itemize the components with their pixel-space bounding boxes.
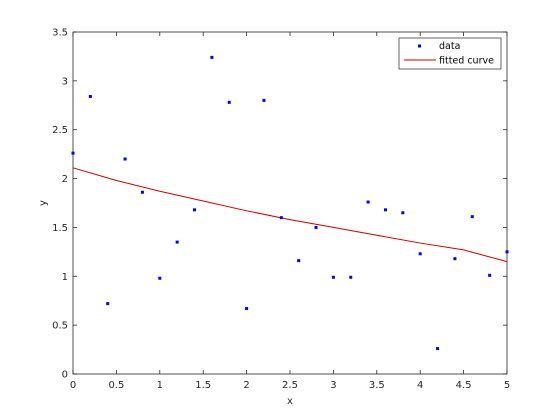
y-tick-label: 1.5	[52, 223, 68, 234]
x-axis-ticks: 0 0.5 1 1.5 2 2.5 3 3.5 4 4.5 5	[70, 32, 510, 391]
x-tick-label: 3	[330, 380, 336, 391]
data-point	[88, 94, 92, 98]
x-tick-label: 0	[70, 380, 76, 391]
data-point	[245, 307, 249, 311]
fitted-curve-line	[72, 167, 508, 263]
y-tick-label: 0	[62, 370, 68, 381]
legend-marker-data	[418, 44, 421, 48]
data-point	[210, 55, 214, 59]
x-tick-label: 0.5	[108, 380, 124, 391]
data-point	[297, 259, 301, 263]
data-point	[418, 252, 422, 256]
y-axis-ticks: 0 0.5 1 1.5 2 2.5 3 3.5	[52, 28, 507, 381]
legend-box	[398, 37, 502, 70]
x-tick-label: 1	[157, 380, 163, 391]
data-point	[158, 276, 162, 280]
data-point	[123, 157, 127, 161]
data-point	[436, 347, 440, 351]
y-tick-label: 0.5	[52, 321, 68, 332]
x-axis-label: x	[287, 396, 293, 407]
legend: data fitted curve	[398, 37, 502, 70]
data-point	[175, 240, 179, 244]
x-tick-label: 4	[417, 380, 423, 391]
data-point	[106, 302, 110, 306]
data-point	[401, 211, 405, 215]
data-point	[505, 250, 509, 254]
data-point	[262, 98, 266, 102]
x-tick-label: 1.5	[195, 380, 211, 391]
data-point	[453, 257, 457, 261]
plot-area	[72, 31, 508, 375]
y-tick-label: 2	[62, 174, 68, 185]
data-point	[140, 190, 144, 194]
x-tick-label: 2	[243, 380, 249, 391]
y-tick-label: 1	[62, 272, 68, 283]
legend-label-data: data	[439, 41, 460, 52]
x-tick-label: 2.5	[282, 380, 298, 391]
y-tick-label: 3.5	[52, 28, 68, 39]
data-point	[314, 225, 318, 229]
data-point	[470, 215, 474, 219]
x-tick-label: 5	[504, 380, 510, 391]
x-tick-label: 4.5	[456, 380, 472, 391]
y-tick-label: 2.5	[52, 125, 68, 136]
legend-label-fitted-curve: fitted curve	[439, 56, 494, 67]
series-layer	[71, 55, 509, 351]
data-point	[279, 216, 283, 220]
y-tick-label: 3	[62, 76, 68, 87]
data-point	[193, 208, 197, 212]
y-axis-label: y	[38, 200, 49, 206]
data-point	[227, 100, 231, 104]
data-point	[71, 151, 75, 155]
data-point	[383, 208, 387, 212]
data-point	[366, 200, 370, 204]
x-tick-label: 3.5	[369, 380, 385, 391]
data-point	[488, 273, 492, 277]
data-point	[349, 275, 353, 279]
data-point	[331, 275, 335, 279]
